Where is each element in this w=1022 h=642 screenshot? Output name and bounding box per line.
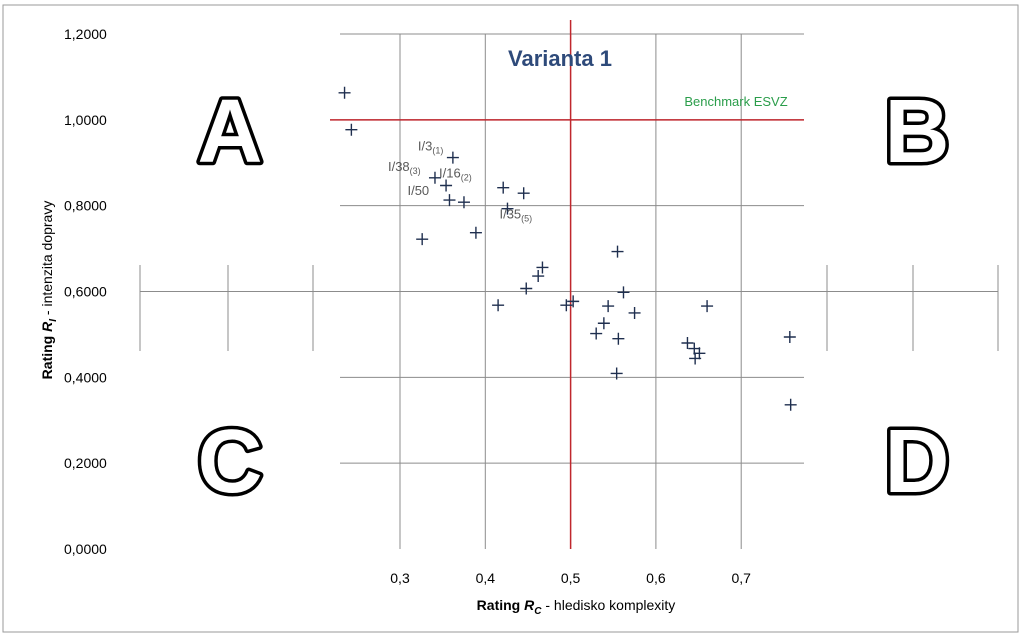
data-point — [560, 299, 573, 312]
x-tick-label: 0,7 — [731, 570, 751, 586]
data-point — [492, 299, 505, 312]
data-point — [497, 181, 510, 194]
quadrant-label-d: D — [885, 412, 950, 512]
data-point — [611, 245, 624, 258]
point-label: I/3(1) — [418, 139, 443, 156]
x-axis-label-var: R — [524, 597, 535, 613]
point-label: I/16(2) — [439, 165, 472, 182]
quadrant-labels: A B C D — [194, 79, 953, 516]
data-point — [590, 327, 603, 340]
data-point — [536, 261, 549, 274]
y-tick-label: 0,6000 — [64, 284, 107, 300]
data-point — [443, 194, 456, 207]
x-tick-label: 0,3 — [390, 570, 410, 586]
point-labels: I/3(1) I/38(3) I/16(2) I/50 I/35(5) — [388, 139, 532, 224]
x-axis-label-sub: C — [534, 606, 542, 617]
data-point — [520, 282, 533, 295]
x-axis-label-suffix: - hledisko komplexity — [541, 597, 675, 613]
data-point — [567, 295, 580, 308]
data-point — [701, 300, 714, 313]
data-point — [628, 306, 641, 319]
y-axis-label-var: R — [39, 321, 55, 332]
data-point — [688, 342, 701, 355]
x-tick-label: 0,6 — [646, 570, 666, 586]
quadrant-label-a: A — [198, 82, 263, 182]
data-point — [602, 300, 615, 313]
y-axis-label-sub: I — [48, 319, 59, 322]
chart-border — [2, 4, 1019, 633]
data-point — [532, 270, 545, 283]
point-label: I/50 — [407, 183, 429, 198]
y-tick-label: 0,8000 — [64, 198, 107, 214]
x-axis-label-prefix: Rating — [477, 597, 524, 613]
data-point — [617, 286, 630, 299]
quadrant-label-c: C — [198, 412, 263, 512]
data-point — [428, 171, 441, 184]
y-tick-label: 1,0000 — [64, 112, 107, 128]
benchmark-label: Benchmark ESVZ — [684, 94, 787, 109]
data-markers — [338, 86, 797, 411]
data-point — [517, 187, 530, 200]
data-point — [446, 151, 459, 164]
data-point — [416, 233, 429, 246]
y-tick-label: 1,2000 — [64, 26, 107, 42]
point-label: I/35(5) — [499, 207, 532, 224]
y-axis-label-prefix: Rating — [39, 332, 55, 379]
chart-title: Varianta 1 — [508, 46, 612, 71]
y-tick-label: 0,4000 — [64, 369, 107, 385]
y-axis-label: Rating RI - intenzita dopravy — [39, 201, 59, 380]
data-point — [689, 352, 702, 365]
point-label: I/38(3) — [388, 159, 421, 176]
data-point — [784, 398, 797, 411]
reference-lines — [330, 20, 804, 549]
data-point — [610, 367, 623, 380]
data-point — [469, 226, 482, 239]
y-tick-label: 0,2000 — [64, 455, 107, 471]
data-point — [681, 337, 694, 349]
data-point — [783, 330, 796, 343]
x-tick-label: 0,4 — [476, 570, 496, 586]
y-tick-labels: 0,0000 0,2000 0,4000 0,6000 0,8000 1,0000 1,20… — [64, 26, 107, 557]
data-point — [612, 332, 625, 345]
x-tick-label: 0,5 — [561, 570, 581, 586]
quadrant-label-b: B — [885, 82, 950, 182]
x-axis-label: Rating RC - hledisko komplexity — [477, 597, 676, 617]
data-point — [338, 86, 351, 99]
y-tick-label: 0,0000 — [64, 541, 107, 557]
y-axis-label-suffix: - intenzita dopravy — [39, 201, 55, 319]
data-point — [345, 123, 358, 136]
data-point — [457, 196, 470, 209]
x-tick-labels: 0,3 0,4 0,5 0,6 0,7 — [390, 570, 751, 586]
data-point — [597, 317, 610, 330]
grid — [139, 33, 999, 549]
data-point — [440, 179, 453, 192]
data-point — [501, 202, 514, 215]
